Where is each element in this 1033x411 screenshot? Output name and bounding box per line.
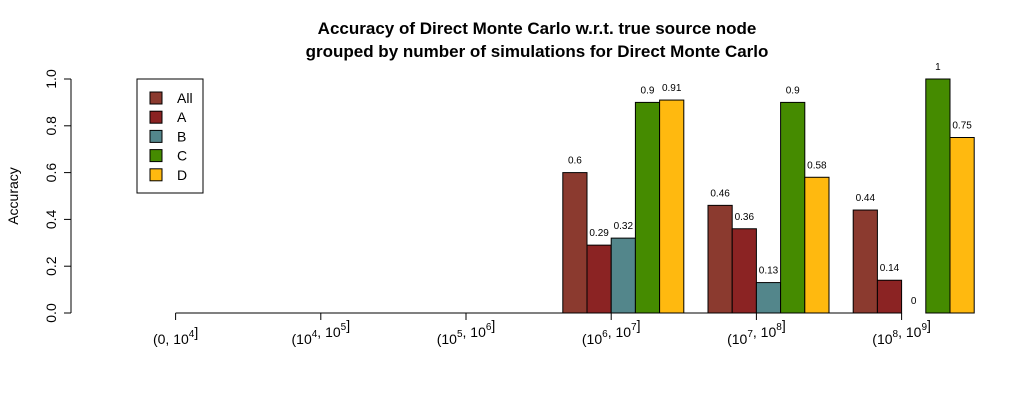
legend-label-a: A (177, 109, 187, 125)
bars-layer (562, 78, 975, 314)
legend-label-all: All (177, 90, 193, 106)
bar-data-label: 0.44 (856, 193, 876, 204)
y-tick-label: 0.6 (43, 163, 59, 183)
bar-data-label: 0.13 (759, 266, 779, 277)
x-tick-label: (107, 108] (727, 317, 786, 347)
bar-a (586, 244, 612, 314)
legend-swatch-a (149, 110, 163, 124)
bar-data-label: 0.14 (880, 263, 900, 274)
bar-data-label: 0.6 (568, 156, 582, 167)
legend-label-c: C (177, 148, 187, 164)
y-tick-label: 0.2 (43, 256, 59, 276)
bar-all (707, 204, 733, 314)
bar-data-label: 0.75 (952, 121, 972, 132)
x-tick-label: (0, 104] (153, 324, 198, 347)
legend-label-d: D (177, 167, 187, 183)
bar-d (659, 99, 685, 314)
x-tick-label: (104, 105] (291, 317, 350, 347)
bar-data-label: 0.29 (589, 228, 609, 239)
x-axis: (0, 104] (104, 105] (105, 106] (106, 107] (1… (153, 312, 931, 347)
y-axis-label: Accuracy (5, 167, 21, 225)
bar-all (562, 172, 588, 314)
bar-all (852, 209, 878, 314)
x-tick-label: (106, 107] (582, 317, 641, 347)
legend-box (136, 78, 204, 194)
bar-data-label: 0.9 (786, 85, 800, 96)
bar-d (949, 137, 975, 314)
bar-data-label: 0 (911, 296, 917, 307)
bar-a (876, 279, 903, 314)
bar-c (780, 101, 806, 314)
y-axis: 0.0 0.2 0.4 0.6 0.8 1.0 (43, 69, 72, 323)
bar-data-label: 0.36 (735, 212, 755, 223)
bar-data-label: 0.58 (807, 160, 827, 171)
legend-swatch-b (149, 129, 163, 143)
bar-data-label: 0.91 (662, 83, 682, 94)
chart-title-line-2: grouped by number of simulations for Dir… (306, 42, 769, 61)
chart-title-line-1: Accuracy of Direct Monte Carlo w.r.t. tr… (318, 19, 757, 38)
x-tick-label: (108, 109] (872, 317, 931, 347)
legend-swatch-all (149, 91, 163, 105)
bar-b (610, 237, 636, 314)
legend-swatch-c (149, 149, 163, 163)
bar-data-label: 0.46 (710, 188, 730, 199)
bar-labels-layer: 0.6 0.29 0.32 0.9 0.91 0.46 0.36 0.13 0.9 0.58 0.4… (568, 62, 972, 307)
bar-data-label: 0.9 (641, 85, 655, 96)
x-tick-label: (105, 106] (437, 317, 496, 347)
bar-b (755, 282, 782, 314)
bar-data-label: 1 (935, 62, 941, 73)
bar-c (925, 78, 951, 314)
y-tick-label: 0.8 (43, 116, 59, 136)
y-tick-label: 0.0 (43, 303, 59, 323)
y-tick-label: 1.0 (43, 69, 59, 89)
legend-label-b: B (177, 128, 186, 144)
y-tick-label: 0.4 (43, 209, 59, 229)
bar-c (634, 101, 661, 314)
bar-d (804, 176, 830, 314)
bar-a (731, 228, 757, 314)
bar-data-label: 0.32 (614, 221, 634, 232)
legend-swatch-d (149, 168, 163, 182)
chart-title: Accuracy of Direct Monte Carlo w.r.t. tr… (306, 19, 769, 61)
